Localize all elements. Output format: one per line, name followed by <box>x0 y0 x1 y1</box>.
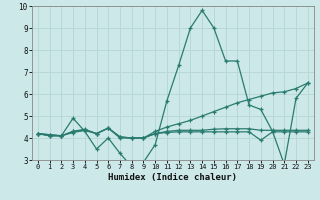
X-axis label: Humidex (Indice chaleur): Humidex (Indice chaleur) <box>108 173 237 182</box>
